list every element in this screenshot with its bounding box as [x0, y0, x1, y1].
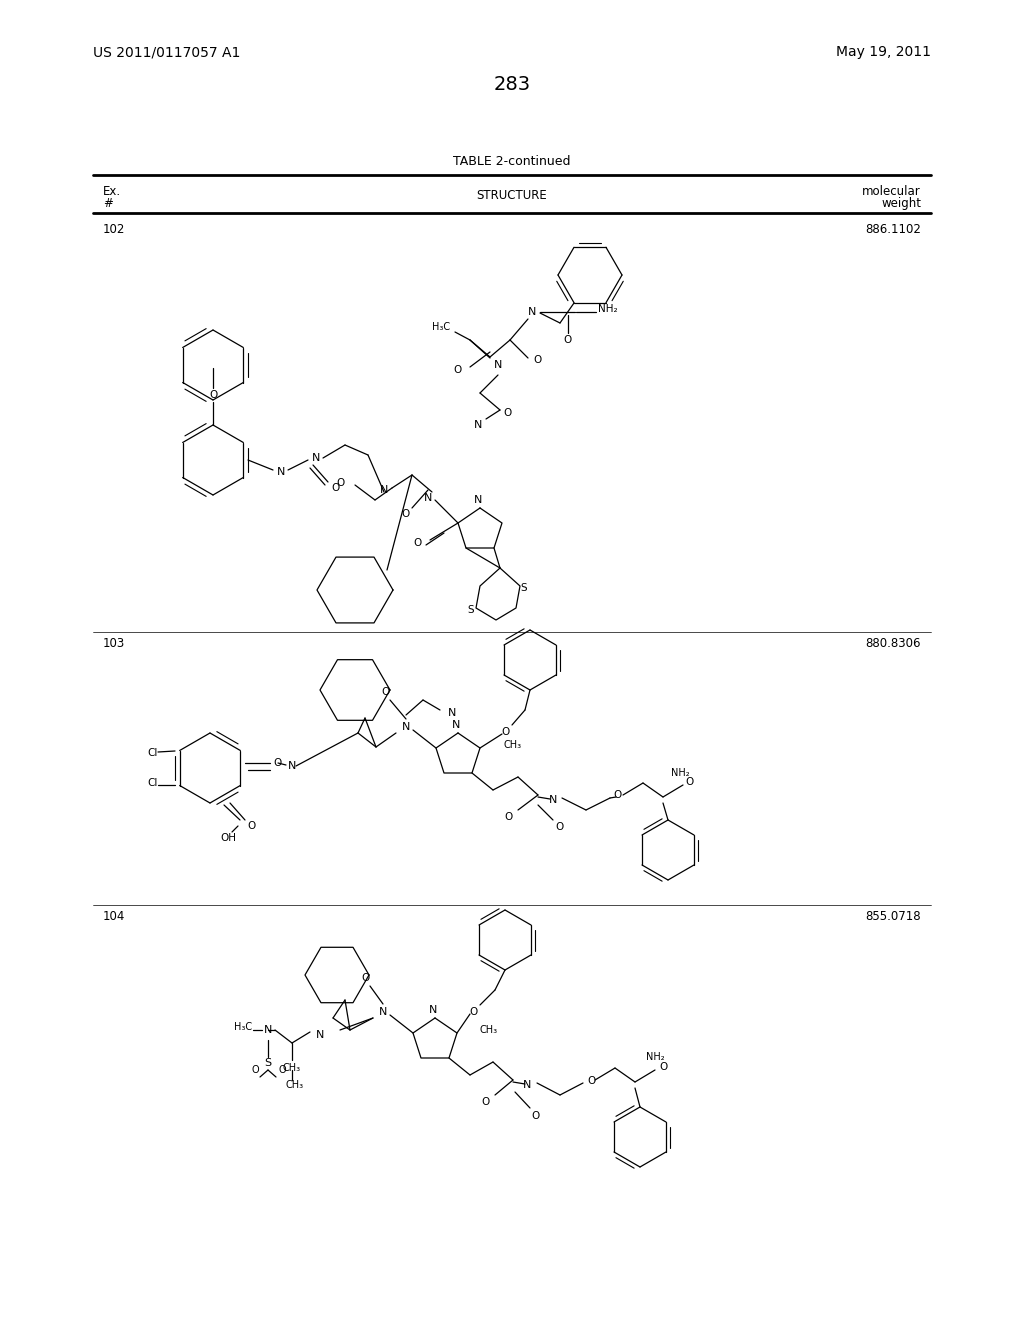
Text: S: S [264, 1059, 271, 1068]
Text: O: O [530, 1111, 539, 1121]
Text: N: N [449, 708, 457, 718]
Text: H₃C: H₃C [233, 1022, 252, 1032]
Text: N: N [315, 1030, 325, 1040]
Text: O: O [337, 478, 345, 488]
Text: N: N [549, 795, 557, 805]
Text: 104: 104 [103, 909, 125, 923]
Text: CH₃: CH₃ [480, 1026, 498, 1035]
Text: O: O [534, 355, 542, 366]
Text: O: O [331, 483, 339, 492]
Text: 103: 103 [103, 638, 125, 649]
Text: N: N [527, 308, 537, 317]
Text: N: N [401, 722, 411, 733]
Text: 855.0718: 855.0718 [865, 909, 921, 923]
Text: S: S [520, 583, 526, 593]
Text: OH: OH [220, 833, 236, 843]
Text: CH₃: CH₃ [503, 741, 521, 750]
Text: O: O [360, 973, 369, 983]
Text: N: N [288, 762, 296, 771]
Text: US 2011/0117057 A1: US 2011/0117057 A1 [93, 45, 241, 59]
Text: N: N [494, 360, 502, 370]
Text: 283: 283 [494, 75, 530, 94]
Text: N: N [474, 495, 482, 506]
Text: N: N [523, 1080, 531, 1090]
Text: O: O [613, 789, 623, 800]
Text: O: O [414, 539, 422, 548]
Text: O: O [454, 366, 462, 375]
Text: O: O [504, 408, 512, 418]
Text: O: O [556, 822, 564, 832]
Text: Cl: Cl [147, 748, 158, 758]
Text: N: N [312, 453, 321, 463]
Text: N: N [264, 1026, 272, 1035]
Text: O: O [251, 1065, 259, 1074]
Text: O: O [658, 1063, 667, 1072]
Text: O: O [279, 1065, 286, 1074]
Text: N: N [474, 420, 482, 430]
Text: H₃C: H₃C [432, 322, 450, 333]
Text: O: O [481, 1097, 490, 1107]
Text: O: O [382, 686, 390, 697]
Text: weight: weight [881, 197, 921, 210]
Text: O: O [564, 335, 572, 345]
Text: O: O [401, 510, 411, 519]
Text: May 19, 2011: May 19, 2011 [836, 45, 931, 59]
Text: STRUCTURE: STRUCTURE [476, 189, 548, 202]
Text: NH₂: NH₂ [671, 768, 689, 777]
Text: N: N [429, 1005, 437, 1015]
Text: O: O [686, 777, 694, 787]
Text: O: O [501, 727, 509, 737]
Text: CH₃: CH₃ [286, 1080, 304, 1090]
Text: 880.8306: 880.8306 [865, 638, 921, 649]
Text: #: # [103, 197, 113, 210]
Text: O: O [209, 389, 217, 400]
Text: N: N [452, 719, 460, 730]
Text: Cl: Cl [147, 777, 158, 788]
Text: Ex.: Ex. [103, 185, 121, 198]
Text: N: N [424, 492, 432, 503]
Text: O: O [505, 812, 513, 822]
Text: 886.1102: 886.1102 [865, 223, 921, 236]
Text: N: N [379, 1007, 387, 1016]
Text: 102: 102 [103, 223, 125, 236]
Text: N: N [380, 484, 388, 495]
Text: CH₃: CH₃ [283, 1063, 301, 1073]
Text: O: O [469, 1007, 477, 1016]
Text: O: O [587, 1076, 595, 1086]
Text: O: O [273, 758, 283, 768]
Text: S: S [467, 605, 474, 615]
Text: N: N [276, 467, 286, 477]
Text: O: O [248, 821, 256, 832]
Text: TABLE 2-continued: TABLE 2-continued [454, 154, 570, 168]
Text: NH₂: NH₂ [598, 304, 617, 314]
Text: NH₂: NH₂ [646, 1052, 665, 1063]
Text: molecular: molecular [862, 185, 921, 198]
